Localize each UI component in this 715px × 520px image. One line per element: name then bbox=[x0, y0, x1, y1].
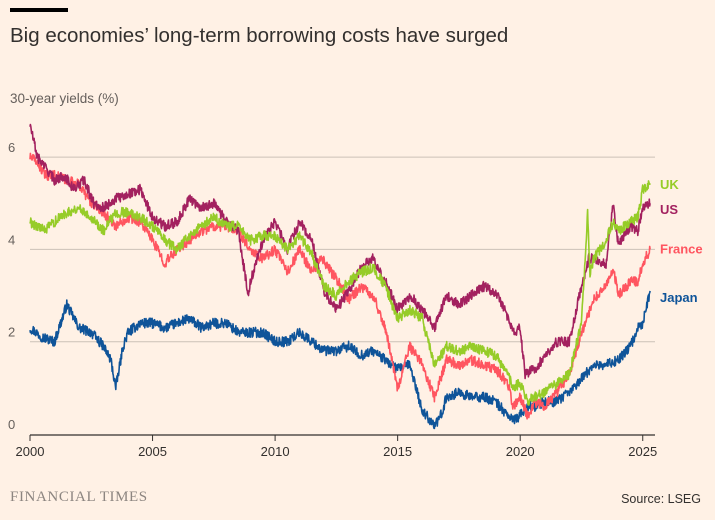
series-lines bbox=[29, 123, 651, 430]
y-tick-label-0: 0 bbox=[8, 417, 15, 432]
series-line-japan bbox=[29, 290, 651, 430]
source-note: Source: LSEG bbox=[621, 492, 701, 506]
series-label-us: US bbox=[660, 202, 678, 217]
gridlines: 0 2 4 6 bbox=[8, 140, 655, 432]
y-tick-label-4: 4 bbox=[8, 232, 15, 247]
series-line-us bbox=[29, 123, 651, 380]
x-tick-label-2010: 2010 bbox=[261, 444, 290, 459]
x-tick-label-2025: 2025 bbox=[628, 444, 657, 459]
y-tick-label-2: 2 bbox=[8, 325, 15, 340]
y-axis-label: 30-year yields (%) bbox=[10, 91, 119, 106]
x-tick-label-2000: 2000 bbox=[16, 444, 45, 459]
financial-times-logo: FINANCIAL TIMES bbox=[10, 489, 148, 505]
x-axis: 2000 2005 2010 2015 2020 2025 bbox=[16, 434, 657, 459]
y-tick-label-6: 6 bbox=[8, 140, 15, 155]
x-tick-label-2015: 2015 bbox=[383, 444, 412, 459]
series-label-japan: Japan bbox=[660, 290, 698, 305]
series-line-uk bbox=[29, 180, 651, 406]
series-label-uk: UK bbox=[660, 177, 679, 192]
chart-title: Big economies’ long-term borrowing costs… bbox=[10, 24, 509, 47]
x-tick-label-2005: 2005 bbox=[138, 444, 167, 459]
ft-brand-bar bbox=[10, 8, 68, 12]
series-labels: Japan France US UK bbox=[660, 177, 703, 305]
x-tick-label-2020: 2020 bbox=[506, 444, 535, 459]
series-label-france: France bbox=[660, 241, 703, 256]
